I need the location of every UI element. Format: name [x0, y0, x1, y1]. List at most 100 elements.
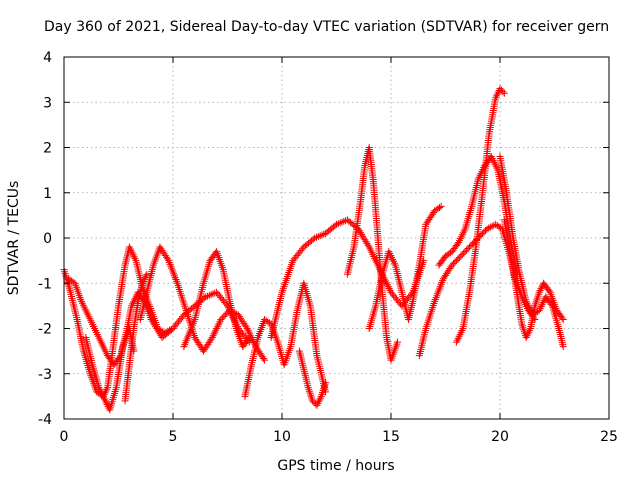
data-point	[452, 257, 460, 265]
y-tick-label: 4	[43, 50, 52, 66]
y-tick-label: 2	[43, 141, 52, 157]
data-point	[363, 239, 371, 247]
data-point	[449, 260, 457, 268]
series-arc-10	[343, 144, 402, 364]
data-point	[205, 291, 213, 299]
data-point	[311, 234, 319, 242]
data-point	[522, 334, 530, 342]
data-point	[139, 277, 147, 285]
data-point	[217, 315, 225, 323]
data-point	[213, 325, 221, 332]
data-point	[464, 245, 472, 253]
series-arc-9	[295, 347, 330, 409]
data-point	[485, 224, 493, 232]
data-point	[103, 401, 111, 409]
data-point	[213, 323, 221, 331]
data-point	[143, 270, 151, 278]
data-point	[102, 399, 110, 407]
data-point	[448, 261, 456, 269]
data-point	[149, 319, 157, 327]
data-point	[153, 325, 161, 332]
x-tick-label: 5	[169, 429, 178, 445]
data-point	[305, 385, 313, 393]
data-point	[461, 248, 469, 256]
data-point	[313, 233, 321, 241]
y-tick-label: -2	[38, 322, 52, 338]
data-point	[500, 89, 508, 97]
data-point	[457, 252, 465, 260]
data-point	[223, 309, 231, 317]
data-point	[523, 332, 531, 340]
axis-ticks	[63, 56, 610, 420]
series-arc-6	[180, 248, 253, 351]
data-point	[359, 232, 367, 240]
data-point	[460, 249, 468, 257]
y-tick-label: -1	[38, 276, 52, 292]
data-point	[497, 86, 505, 94]
data-point	[463, 246, 471, 254]
data-point	[207, 291, 215, 299]
data-point	[525, 328, 533, 336]
x-axis-title: GPS time / hours	[277, 458, 394, 474]
data-point	[103, 385, 111, 393]
data-point	[208, 334, 216, 342]
data-point	[436, 203, 444, 211]
data-point	[468, 240, 476, 248]
data-point	[242, 323, 250, 331]
data-point	[322, 379, 330, 387]
data-point	[221, 311, 229, 319]
series-arc-4	[121, 270, 151, 405]
x-tick-label: 25	[600, 429, 618, 445]
data-point	[215, 319, 223, 327]
data-point	[318, 231, 326, 239]
data-point	[244, 326, 252, 334]
data-point	[309, 397, 317, 405]
data-point	[454, 255, 462, 263]
data-point	[492, 94, 500, 102]
data-point	[298, 245, 306, 253]
data-point	[536, 286, 544, 294]
data-point	[486, 223, 494, 231]
data-point	[315, 396, 323, 404]
y-tick-label: -3	[38, 367, 52, 383]
data-point	[477, 231, 485, 239]
data-point	[156, 330, 164, 338]
data-point	[307, 391, 315, 399]
data-point	[202, 293, 210, 301]
data-point	[147, 315, 155, 323]
data-point	[148, 317, 156, 325]
data-point	[493, 92, 501, 100]
x-tick-labels: 0 5 10 15 20 25	[60, 429, 618, 445]
data-point	[244, 335, 252, 343]
data-point	[259, 354, 267, 362]
data-point	[245, 334, 253, 342]
data-point	[364, 241, 372, 249]
y-tick-label: 1	[43, 186, 52, 202]
series-arc-13	[435, 153, 521, 278]
data-point	[209, 332, 217, 340]
data-point	[222, 300, 230, 308]
data-point	[533, 294, 541, 302]
series-arc-16	[500, 216, 567, 342]
data-point	[207, 335, 215, 343]
data-point	[524, 330, 532, 338]
x-tick-label: 20	[491, 429, 509, 445]
data-point	[320, 385, 328, 393]
data-point	[480, 228, 488, 236]
data-point	[214, 321, 222, 329]
data-point	[455, 254, 463, 262]
x-tick-label: 15	[382, 429, 400, 445]
data-point	[316, 394, 324, 402]
data-point	[138, 279, 146, 287]
data-point	[154, 326, 162, 334]
series-arc-8	[267, 216, 428, 342]
data-point	[314, 400, 322, 408]
series-arc-15	[496, 153, 567, 351]
data-point	[150, 321, 158, 329]
data-point	[499, 88, 507, 96]
data-point	[483, 225, 491, 233]
data-point	[155, 328, 163, 336]
data-point	[210, 330, 218, 338]
data-point	[394, 338, 402, 346]
